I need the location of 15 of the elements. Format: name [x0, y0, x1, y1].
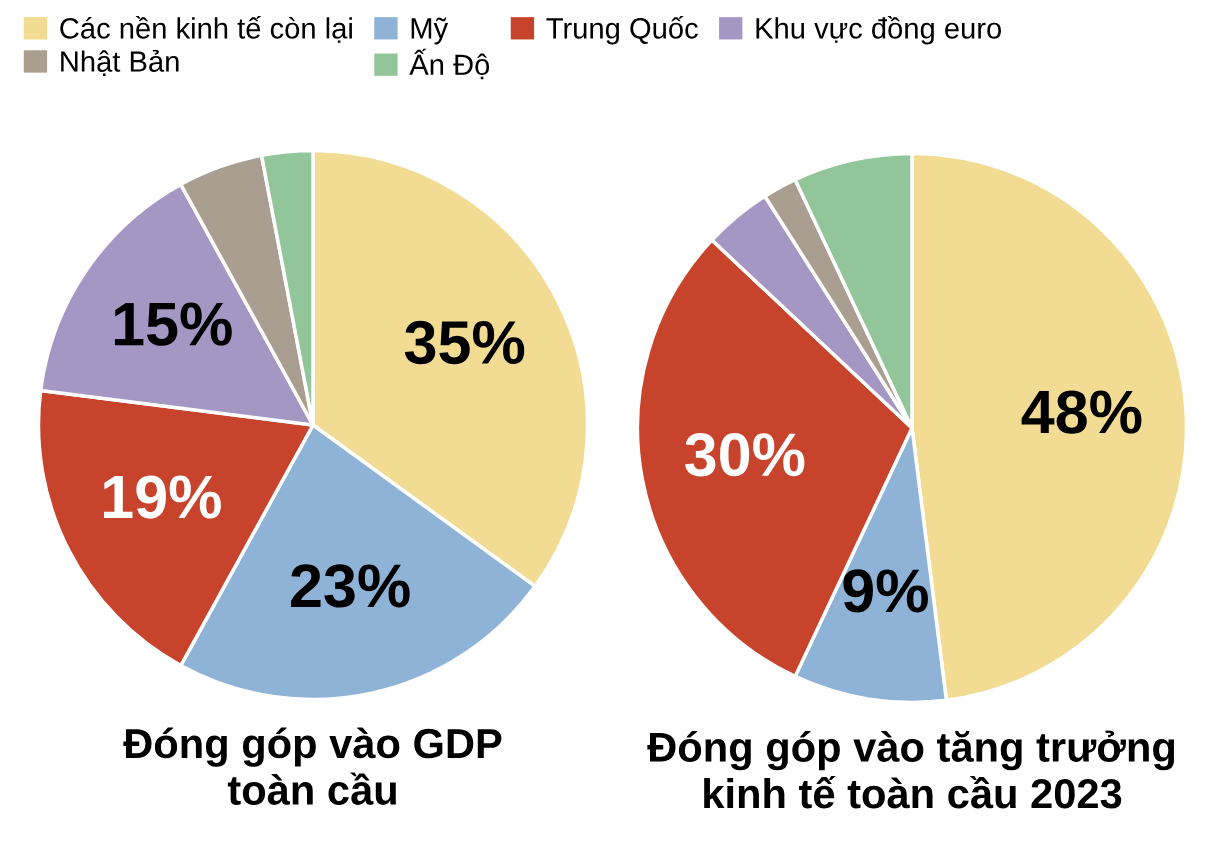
data-label: 9% — [843, 569, 928, 613]
data-label: 35% — [404, 320, 525, 365]
data-label: 23% — [291, 564, 410, 608]
data-label: 15% — [114, 302, 232, 346]
text: Đóng góp vào GDP toàn cầu — [123, 727, 502, 805]
legend-label: Các nền kinh tế còn lại — [60, 16, 352, 43]
data-label: 19% — [104, 475, 221, 519]
text: Đóng góp vào tăng trưởng kinh tế toàn cầu 2023 — [647, 730, 1175, 809]
legend-label: Mỹ — [411, 17, 449, 45]
legend-label: Khu vực đồng euro — [756, 16, 1001, 45]
data-label: 48% — [1021, 390, 1142, 434]
legend-label: Trung Quốc — [546, 16, 698, 45]
legend-label: Nhật Bản — [61, 49, 179, 77]
legend-label: Ấn Độ — [409, 48, 490, 80]
data-label: 30% — [685, 433, 805, 477]
